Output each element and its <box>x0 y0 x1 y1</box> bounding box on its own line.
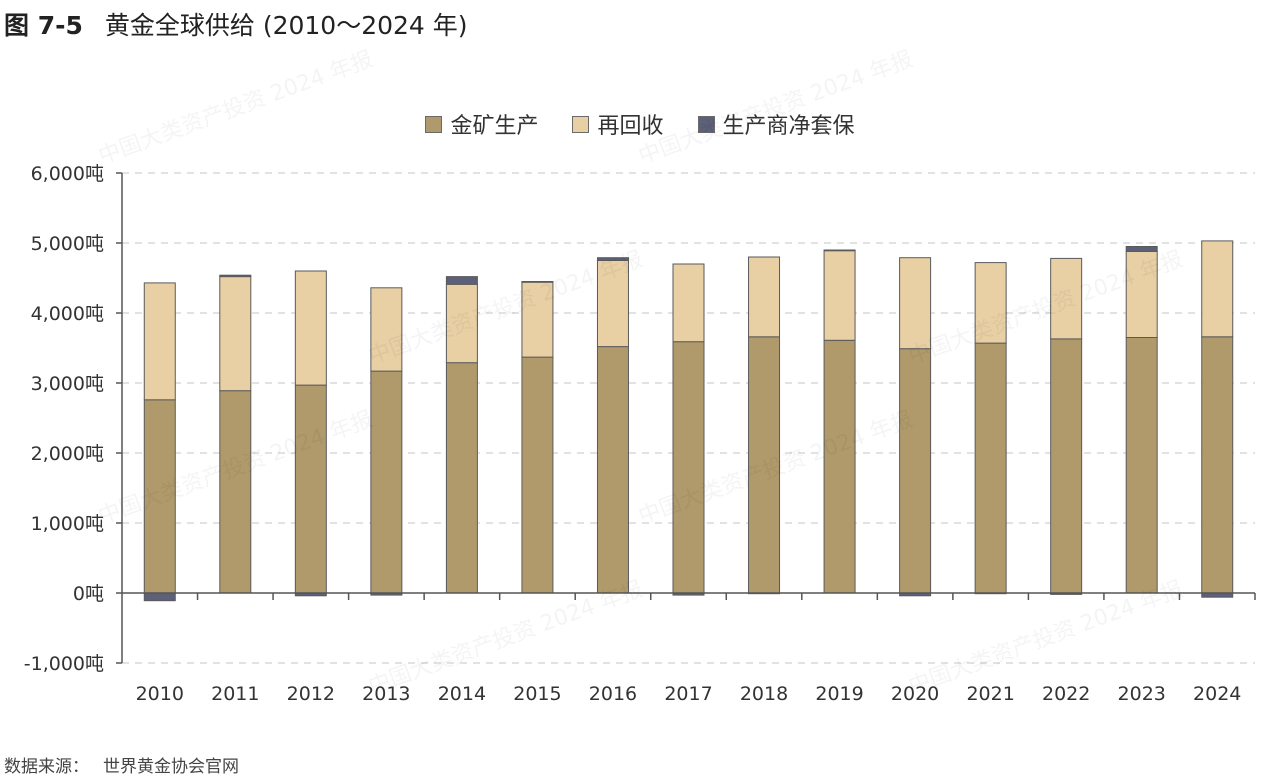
bar-segment <box>445 362 478 594</box>
bar-segment <box>823 250 856 341</box>
bar-segment <box>974 262 1007 344</box>
x-tick-label: 2014 <box>438 683 486 705</box>
bar-segment <box>748 256 781 338</box>
bar-segment <box>974 342 1007 594</box>
x-tick-label: 2011 <box>211 683 259 705</box>
legend-item-recycle: 再回收 <box>572 108 664 140</box>
bar-segment <box>521 281 554 283</box>
bar-segment <box>294 384 327 594</box>
x-tick-label: 2016 <box>589 683 637 705</box>
bar-segment <box>143 282 176 401</box>
x-tick-label: 2015 <box>513 683 561 705</box>
legend-item-hedge: 生产商净套保 <box>697 108 855 140</box>
x-tick-label: 2020 <box>891 683 939 705</box>
bar-segment <box>294 270 327 386</box>
chart-legend: 金矿生产 再回收 生产商净套保 <box>0 108 1280 140</box>
legend-label-recycle: 再回收 <box>597 114 664 139</box>
legend-item-mine: 金矿生产 <box>425 108 538 140</box>
y-tick-label: -1,000吨 <box>24 653 104 675</box>
bar-segment <box>672 341 705 594</box>
y-tick-label: 2,000吨 <box>31 443 104 465</box>
y-tick-label: 5,000吨 <box>31 233 104 255</box>
bar-segment <box>899 257 932 350</box>
bar-segment <box>1050 338 1083 594</box>
bar-segment <box>596 346 629 594</box>
bar-segment <box>370 287 403 372</box>
figure-title-text: 黄金全球供给 (2010～2024 年) <box>104 11 468 40</box>
x-tick-label: 2019 <box>815 683 863 705</box>
x-tick-label: 2021 <box>966 683 1014 705</box>
chart-title: 图 7-5 黄金全球供给 (2010～2024 年) <box>4 6 468 42</box>
bar-segment <box>1125 250 1158 338</box>
y-tick-label: 0吨 <box>73 583 104 605</box>
legend-swatch-hedge <box>697 115 715 133</box>
x-tick-label: 2023 <box>1118 683 1166 705</box>
y-tick-label: 6,000吨 <box>31 163 104 185</box>
bar-segment <box>143 592 176 602</box>
bar-segment <box>521 356 554 594</box>
bar-segment <box>219 390 252 594</box>
bar-segment <box>1125 246 1158 252</box>
bar-segment <box>1201 336 1234 594</box>
bar-segment <box>823 249 856 252</box>
bar-segment <box>445 276 478 285</box>
bar-segment <box>219 276 252 392</box>
source-value: 世界黄金协会官网 <box>103 757 239 777</box>
legend-swatch-recycle <box>572 115 590 133</box>
x-tick-label: 2022 <box>1042 683 1090 705</box>
bar-segment <box>748 336 781 594</box>
bar-segment <box>1125 337 1158 594</box>
x-tick-label: 2024 <box>1193 683 1241 705</box>
x-tick-label: 2012 <box>287 683 335 705</box>
legend-label-hedge: 生产商净套保 <box>722 114 855 139</box>
bar-segment <box>672 263 705 343</box>
figure-number: 图 7-5 <box>4 11 83 40</box>
bar-segment <box>370 370 403 594</box>
bar-segment <box>219 274 252 278</box>
legend-label-mine: 金矿生产 <box>450 114 539 139</box>
bar-segment <box>899 348 932 594</box>
bar-segment <box>596 257 629 262</box>
y-tick-label: 3,000吨 <box>31 373 104 395</box>
x-tick-label: 2010 <box>136 683 184 705</box>
bar-segment <box>1201 240 1234 338</box>
y-tick-label: 4,000吨 <box>31 303 104 325</box>
bar-segment <box>445 283 478 364</box>
bar-segment <box>143 399 176 594</box>
x-tick-label: 2018 <box>740 683 788 705</box>
bar-segment <box>521 281 554 358</box>
x-tick-label: 2017 <box>664 683 712 705</box>
bar-segment <box>823 339 856 594</box>
x-tick-label: 2013 <box>362 683 410 705</box>
y-tick-label: 1,000吨 <box>31 513 104 535</box>
source-label: 数据来源： <box>4 757 89 777</box>
source-note: 数据来源： 世界黄金协会官网 <box>4 752 239 777</box>
bar-segment <box>596 260 629 348</box>
bar-segment <box>1050 257 1083 340</box>
legend-swatch-mine <box>425 115 443 133</box>
